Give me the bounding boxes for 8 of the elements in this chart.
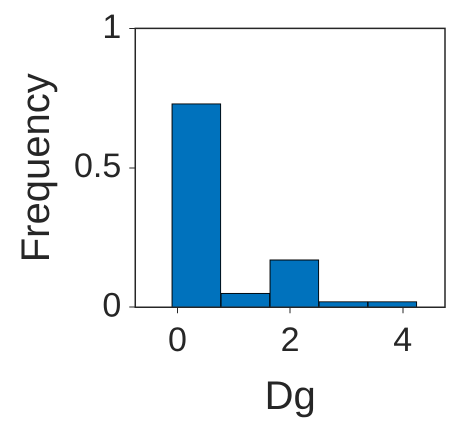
- x-tick-label: 4: [393, 320, 412, 359]
- y-tick-label: 0: [102, 286, 122, 325]
- x-tick-label: 2: [280, 320, 300, 359]
- y-axis-title: Frequency: [14, 73, 58, 262]
- x-axis-title: Dg: [264, 374, 316, 418]
- y-tick-label: 1: [102, 8, 122, 46]
- y-tick-label: 0.5: [74, 147, 122, 186]
- x-tick-label: 0: [168, 320, 187, 359]
